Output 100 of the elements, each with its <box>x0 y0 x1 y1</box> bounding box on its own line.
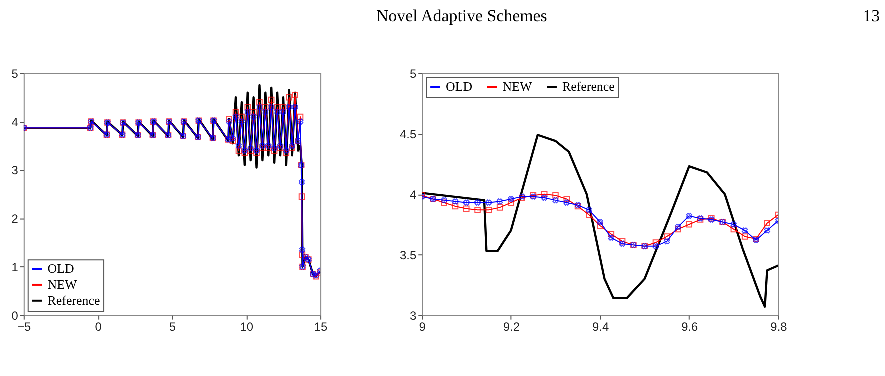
y-tick-label: 4 <box>410 188 417 202</box>
y-tick-label: 1 <box>12 260 19 274</box>
point <box>260 145 266 152</box>
point <box>232 114 240 120</box>
legend-label: OLD <box>446 79 473 94</box>
point <box>486 200 492 206</box>
point <box>268 104 275 110</box>
point <box>262 104 269 110</box>
point <box>248 148 254 154</box>
point <box>742 234 748 240</box>
point <box>299 252 306 258</box>
point <box>298 179 306 186</box>
point <box>564 196 570 202</box>
point <box>254 148 260 154</box>
x-tick-label: −5 <box>18 320 32 334</box>
legend-label: NEW <box>502 79 533 94</box>
point <box>232 109 240 116</box>
point <box>597 222 604 229</box>
point <box>238 118 246 125</box>
x-tick-label: 10 <box>240 320 254 334</box>
point <box>652 240 660 246</box>
point <box>256 104 263 110</box>
point <box>250 114 257 120</box>
point <box>619 240 626 248</box>
point <box>256 99 263 106</box>
y-tick-label: 5 <box>12 66 19 81</box>
point <box>236 148 242 154</box>
x-tick-label: 5 <box>169 320 176 334</box>
legend-label: Reference <box>562 79 616 94</box>
point <box>464 200 470 206</box>
point <box>280 109 287 116</box>
point <box>297 114 304 120</box>
point <box>283 150 290 156</box>
point <box>541 194 548 202</box>
point <box>664 238 670 245</box>
y-tick-label: 3 <box>410 308 417 323</box>
y-tick-label: 5 <box>410 66 417 81</box>
point <box>764 228 770 234</box>
point <box>564 200 570 206</box>
point <box>686 221 693 228</box>
point <box>452 198 459 205</box>
point <box>268 96 275 104</box>
point <box>242 150 248 156</box>
text: Novel Adaptive Schemes <box>376 6 548 26</box>
x-tick-label: 9 <box>419 320 426 334</box>
point <box>474 200 481 206</box>
point <box>496 198 504 205</box>
point <box>286 104 293 110</box>
legend-label: NEW <box>48 276 78 292</box>
point <box>286 94 293 101</box>
point <box>297 118 304 125</box>
point <box>250 109 257 116</box>
point <box>586 212 592 218</box>
point <box>441 200 448 206</box>
point <box>508 200 514 206</box>
point <box>274 109 281 116</box>
y-tick-label: 0 <box>12 308 19 323</box>
y-tick-label: 3 <box>12 164 19 178</box>
x-tick-label: 9.6 <box>682 320 699 334</box>
point <box>226 118 232 125</box>
point <box>730 222 738 228</box>
y-tick-label: 4.5 <box>400 127 417 142</box>
x-tick-label: 15 <box>314 320 328 334</box>
point <box>292 104 298 110</box>
point <box>742 228 748 234</box>
point <box>508 196 514 202</box>
point <box>586 207 592 214</box>
point <box>730 226 738 233</box>
point <box>236 142 242 150</box>
point <box>608 231 615 238</box>
point <box>452 203 459 210</box>
point <box>541 191 548 198</box>
point <box>597 219 604 226</box>
point <box>248 145 254 152</box>
x-tick-label: 0 <box>95 320 102 334</box>
point <box>486 206 492 214</box>
point <box>244 104 252 110</box>
point <box>260 142 266 150</box>
x-tick-label: 9.4 <box>592 320 610 334</box>
point <box>496 204 504 211</box>
point <box>230 136 236 142</box>
y-tick-label: 3.5 <box>400 248 417 262</box>
point <box>292 92 298 98</box>
point <box>244 109 251 116</box>
point <box>254 150 260 156</box>
point <box>230 138 236 144</box>
x-tick-label: 9.2 <box>503 320 520 334</box>
point <box>552 192 559 199</box>
y-tick-label: 4 <box>12 115 19 130</box>
point <box>271 145 278 152</box>
point <box>552 197 559 204</box>
point <box>289 145 296 152</box>
legend-label: OLD <box>48 261 74 276</box>
point <box>619 238 626 245</box>
point <box>266 142 272 150</box>
point <box>238 114 246 120</box>
point <box>277 145 284 152</box>
point <box>652 243 660 250</box>
line-series <box>422 134 778 308</box>
point <box>262 109 269 116</box>
